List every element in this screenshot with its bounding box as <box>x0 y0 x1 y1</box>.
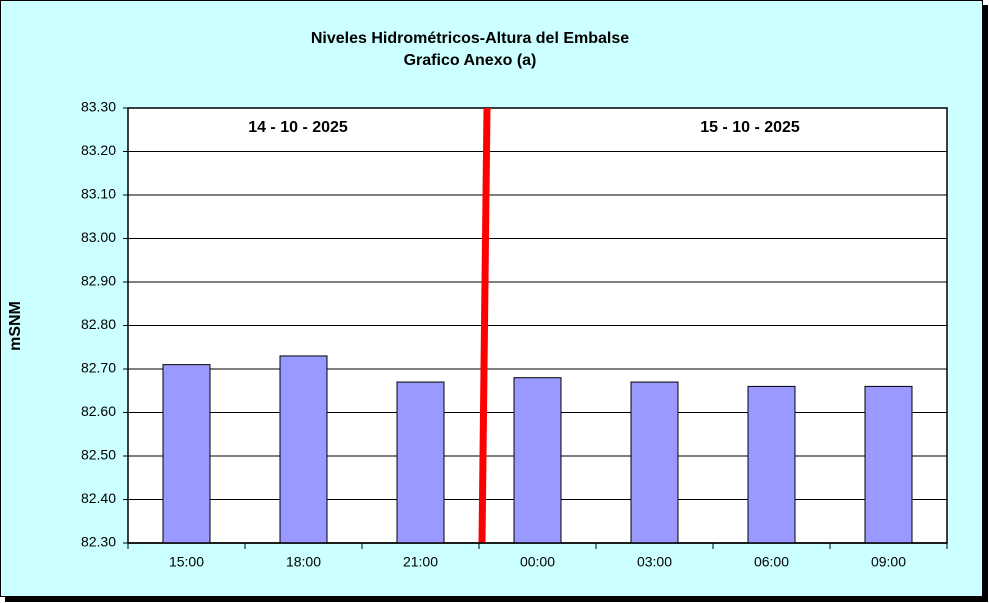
bar <box>279 355 328 544</box>
y-tick-label: 82.70 <box>81 360 116 376</box>
bar <box>396 381 445 544</box>
x-tick-label: 18:00 <box>286 554 321 570</box>
chart-subtitle: Grafico Anexo (a) <box>404 52 537 69</box>
x-tick-label: 00:00 <box>520 554 555 570</box>
annotation: 14 - 10 - 2025 <box>248 119 348 136</box>
y-tick-label: 83.00 <box>81 229 116 245</box>
bar <box>162 364 211 544</box>
bar <box>864 385 913 544</box>
y-tick-label: 82.60 <box>81 403 116 419</box>
x-tick-label: 03:00 <box>637 554 672 570</box>
y-tick-label: 82.50 <box>81 447 116 463</box>
bar <box>513 377 562 544</box>
y-tick-label: 82.80 <box>81 316 116 332</box>
x-tick-label: 15:00 <box>169 554 204 570</box>
chart-title: Niveles Hidrométricos-Altura del Embalse <box>311 30 629 47</box>
bar <box>747 385 796 544</box>
y-tick-label: 83.10 <box>81 186 116 202</box>
x-tick-label: 06:00 <box>754 554 789 570</box>
x-tick-label: 21:00 <box>403 554 438 570</box>
bar <box>630 381 679 544</box>
y-tick-label: 83.20 <box>81 142 116 158</box>
y-axis-label: mSNM <box>7 301 24 351</box>
y-tick-label: 82.90 <box>81 273 116 289</box>
annotation: 15 - 10 - 2025 <box>700 119 800 136</box>
y-tick-label: 83.30 <box>81 99 116 115</box>
y-tick-label: 82.40 <box>81 490 116 506</box>
x-tick-label: 09:00 <box>871 554 906 570</box>
y-tick-label: 82.30 <box>81 534 116 550</box>
date-divider <box>478 107 491 544</box>
